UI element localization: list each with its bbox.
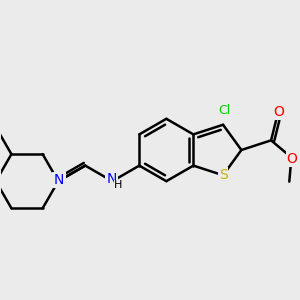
Text: O: O xyxy=(286,152,297,166)
Text: N: N xyxy=(53,173,64,187)
Text: H: H xyxy=(114,180,122,190)
Text: S: S xyxy=(56,171,65,184)
Text: Cl: Cl xyxy=(218,104,230,117)
Text: N: N xyxy=(106,172,117,186)
Text: O: O xyxy=(273,105,284,119)
Text: S: S xyxy=(219,168,227,182)
